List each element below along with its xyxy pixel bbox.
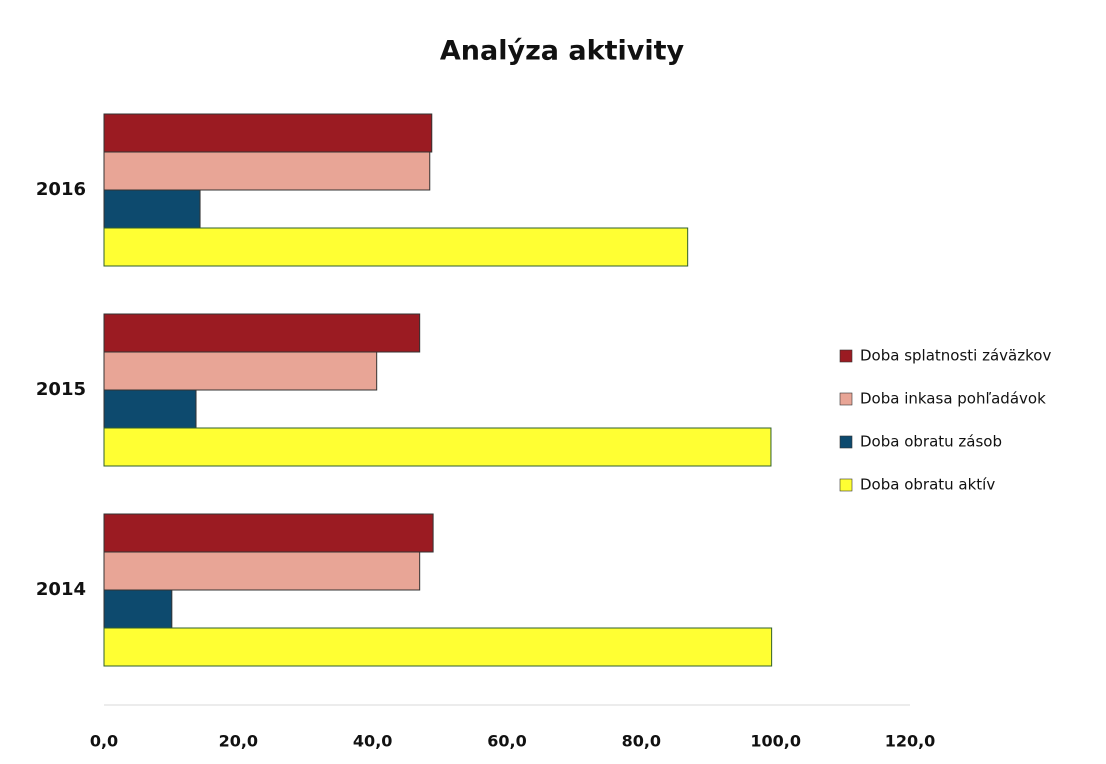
bar — [104, 314, 420, 352]
y-tick-label: 2016 — [36, 179, 86, 200]
bar — [104, 628, 772, 666]
x-tick-label: 120,0 — [885, 732, 936, 751]
legend-swatch — [840, 350, 852, 362]
chart: Analýza aktivity 0,0 20,0 40,0 60,0 80,0 100,… — [0, 0, 1106, 764]
bar — [104, 390, 196, 428]
bar — [104, 190, 200, 228]
bar — [104, 352, 377, 390]
x-tick-label: 60,0 — [487, 732, 526, 751]
bar — [104, 152, 430, 190]
bar — [104, 114, 432, 152]
legend-swatch — [840, 436, 852, 448]
bar — [104, 552, 420, 590]
x-tick-label: 20,0 — [219, 732, 258, 751]
bar — [104, 590, 172, 628]
bar — [104, 428, 771, 466]
x-tick-label: 0,0 — [90, 732, 118, 751]
bar — [104, 228, 688, 266]
legend-label: Doba obratu zásob — [860, 433, 1002, 451]
legend-label: Doba splatnosti záväzkov — [860, 347, 1051, 365]
x-tick-label: 80,0 — [622, 732, 661, 751]
x-tick-label: 100,0 — [750, 732, 801, 751]
chart-title: Analýza aktivity — [440, 36, 685, 67]
legend-swatch — [840, 393, 852, 405]
bar — [104, 514, 433, 552]
x-tick-label: 40,0 — [353, 732, 392, 751]
legend-label: Doba obratu aktív — [860, 476, 995, 494]
legend-label: Doba inkasa pohľadávok — [860, 390, 1046, 408]
y-tick-label: 2014 — [36, 579, 86, 600]
page: Analýza aktivity 0,0 20,0 40,0 60,0 80,0 100,… — [0, 0, 1106, 764]
y-tick-label: 2015 — [36, 379, 86, 400]
legend-swatch — [840, 479, 852, 491]
